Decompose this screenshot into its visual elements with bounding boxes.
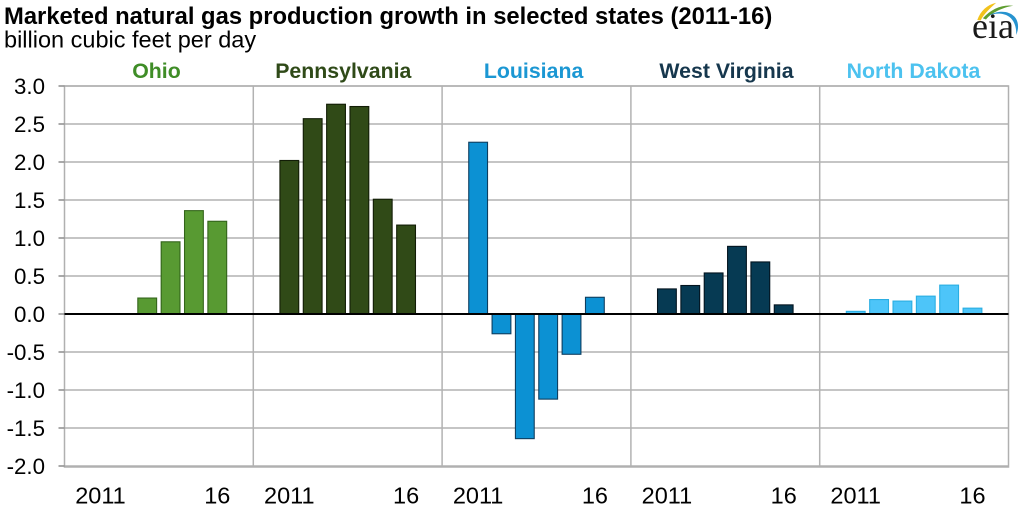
svg-text:16: 16	[771, 483, 797, 509]
svg-text:1.5: 1.5	[14, 188, 45, 213]
svg-text:1.0: 1.0	[14, 226, 45, 251]
svg-text:2011: 2011	[75, 483, 126, 509]
svg-text:North Dakota: North Dakota	[847, 59, 981, 83]
svg-text:-2.0: -2.0	[7, 454, 45, 479]
svg-text:West Virginia: West Virginia	[659, 59, 793, 83]
svg-text:2011: 2011	[264, 483, 315, 509]
svg-text:2.5: 2.5	[14, 112, 45, 137]
svg-text:16: 16	[204, 483, 230, 509]
svg-text:billion cubic feet per day: billion cubic feet per day	[4, 26, 256, 52]
svg-text:0.0: 0.0	[14, 302, 45, 327]
svg-text:-1.0: -1.0	[7, 378, 45, 403]
svg-text:Ohio: Ohio	[132, 59, 181, 83]
svg-text:Marketed natural gas productio: Marketed natural gas production growth i…	[4, 3, 772, 30]
svg-text:16: 16	[393, 483, 419, 509]
svg-text:16: 16	[582, 483, 608, 509]
svg-text:-1.5: -1.5	[7, 416, 45, 441]
svg-text:3.0: 3.0	[14, 74, 45, 99]
svg-text:Pennsylvania: Pennsylvania	[275, 59, 411, 83]
svg-text:16: 16	[959, 483, 985, 509]
svg-text:2011: 2011	[642, 483, 693, 509]
svg-text:2011: 2011	[830, 483, 881, 509]
svg-text:Louisiana: Louisiana	[484, 59, 584, 83]
svg-text:2.0: 2.0	[14, 150, 45, 175]
svg-text:-0.5: -0.5	[7, 340, 45, 365]
svg-text:0.5: 0.5	[14, 264, 45, 289]
svg-text:2011: 2011	[453, 483, 504, 509]
